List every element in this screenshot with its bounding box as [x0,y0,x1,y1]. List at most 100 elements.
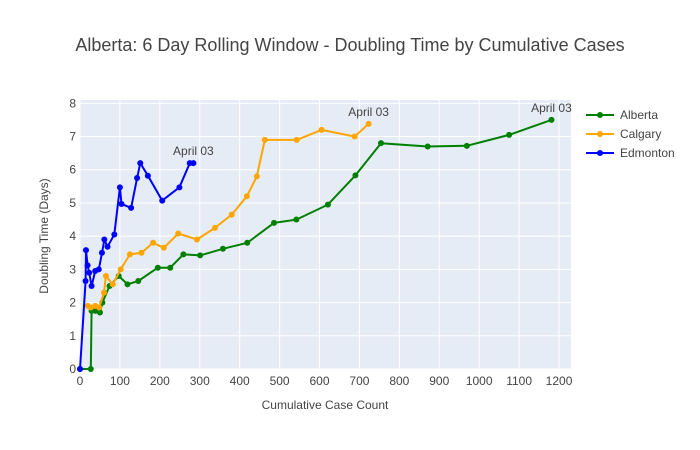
legend-label-alberta: Alberta [620,108,658,122]
legend-swatch-marker [597,112,603,118]
data-point-edmonton[interactable] [128,204,135,211]
data-point-edmonton[interactable] [137,160,144,167]
tick-labels: 0 100 200 300 400 500 600 700 800 900 1000 1100 1200… [69,96,572,388]
data-point-calgary[interactable] [102,273,109,280]
data-point-edmonton[interactable] [86,269,93,276]
data-point-alberta[interactable] [506,131,513,138]
data-point-calgary[interactable] [96,304,103,311]
y-tick-label: 5 [69,196,76,210]
data-point-alberta[interactable] [377,140,384,147]
data-point-alberta[interactable] [293,216,300,223]
y-tick-label: 8 [69,96,76,110]
y-tick-label: 0 [69,362,76,376]
data-point-calgary[interactable] [126,251,133,258]
data-point-edmonton[interactable] [176,184,183,191]
data-point-calgary[interactable] [100,289,107,296]
series-line-edmonton [79,162,194,370]
data-point-alberta[interactable] [219,245,226,252]
data-point-edmonton[interactable] [116,184,123,191]
data-point-alberta[interactable] [180,251,187,258]
data-point-edmonton[interactable] [95,266,102,273]
x-tick-label: 400 [230,374,250,388]
data-point-calgary[interactable] [117,266,124,273]
x-tick-label: 800 [389,374,409,388]
series-layer [77,116,555,372]
x-tick-label: 700 [349,374,369,388]
data-point-calgary[interactable] [261,136,268,143]
x-tick-label: 300 [190,374,210,388]
data-point-calgary[interactable] [193,236,200,243]
annotation-alberta: April 03 [531,101,572,115]
data-point-edmonton[interactable] [159,197,166,204]
data-point-edmonton[interactable] [134,175,141,182]
data-point-alberta[interactable] [197,252,204,259]
x-tick-label: 600 [309,374,329,388]
legend-item-alberta[interactable]: Alberta [586,108,658,122]
data-point-edmonton[interactable] [82,247,89,254]
data-point-calgary[interactable] [175,230,182,237]
x-tick-label: 100 [110,374,130,388]
data-point-alberta[interactable] [352,172,359,179]
data-point-edmonton[interactable] [190,160,197,167]
data-point-alberta[interactable] [87,366,94,372]
annotation-calgary: April 03 [348,105,389,119]
x-tick-label: 200 [150,374,170,388]
data-point-alberta[interactable] [96,309,103,316]
data-point-calgary[interactable] [293,136,300,143]
data-point-calgary[interactable] [211,224,218,231]
data-point-alberta[interactable] [154,264,161,271]
annotation-edmonton: April 03 [173,144,214,158]
data-point-edmonton[interactable] [88,282,95,289]
data-point-edmonton[interactable] [144,172,151,179]
series-calgary [84,120,372,311]
x-tick-label: 1200 [546,374,573,388]
data-point-alberta[interactable] [548,116,555,123]
data-point-edmonton[interactable] [111,231,118,238]
x-tick-label: 900 [429,374,449,388]
y-tick-label: 4 [69,229,76,243]
data-point-edmonton[interactable] [77,366,83,372]
data-point-edmonton[interactable] [104,243,111,250]
y-tick-label: 2 [69,296,76,310]
chart-title: Alberta: 6 Day Rolling Window - Doubling… [75,35,624,55]
data-point-alberta[interactable] [324,201,331,208]
y-tick-label: 7 [69,130,76,144]
data-point-calgary[interactable] [160,244,167,251]
data-point-calgary[interactable] [228,211,235,218]
x-tick-label: 0 [77,374,84,388]
data-point-alberta[interactable] [424,143,431,150]
data-point-edmonton[interactable] [118,200,125,207]
x-axis-title: Cumulative Case Count [262,398,389,412]
data-point-calgary[interactable] [150,239,157,246]
data-point-edmonton[interactable] [84,262,91,269]
legend-label-edmonton: Edmonton [620,146,675,160]
legend-item-edmonton[interactable]: Edmonton [586,146,675,160]
data-point-alberta[interactable] [244,239,251,246]
data-point-calgary[interactable] [365,120,372,127]
data-point-alberta[interactable] [271,219,278,226]
data-point-alberta[interactable] [167,264,174,271]
data-point-calgary[interactable] [109,281,116,288]
series-edmonton [77,160,197,372]
data-point-alberta[interactable] [463,142,470,149]
data-point-calgary[interactable] [351,133,358,140]
x-tick-label: 500 [270,374,290,388]
plot-area [80,100,571,369]
legend[interactable]: Alberta Calgary Edmonton [586,108,675,160]
data-point-edmonton[interactable] [98,249,105,256]
data-point-alberta[interactable] [124,281,131,288]
data-point-calgary[interactable] [318,126,325,133]
y-axis-title: Doubling Time (Days) [37,178,51,293]
data-point-edmonton[interactable] [101,236,108,243]
data-point-calgary[interactable] [138,249,145,256]
legend-item-calgary[interactable]: Calgary [586,127,661,141]
data-point-alberta[interactable] [135,277,142,284]
data-point-edmonton[interactable] [82,277,89,284]
annotations: April 03 April 03 April 03 [173,101,572,158]
data-point-calgary[interactable] [243,193,250,200]
data-point-calgary[interactable] [253,173,260,180]
legend-label-calgary: Calgary [620,127,661,141]
y-tick-label: 6 [69,163,76,177]
legend-swatch-marker [597,150,603,156]
x-tick-label: 1000 [466,374,493,388]
